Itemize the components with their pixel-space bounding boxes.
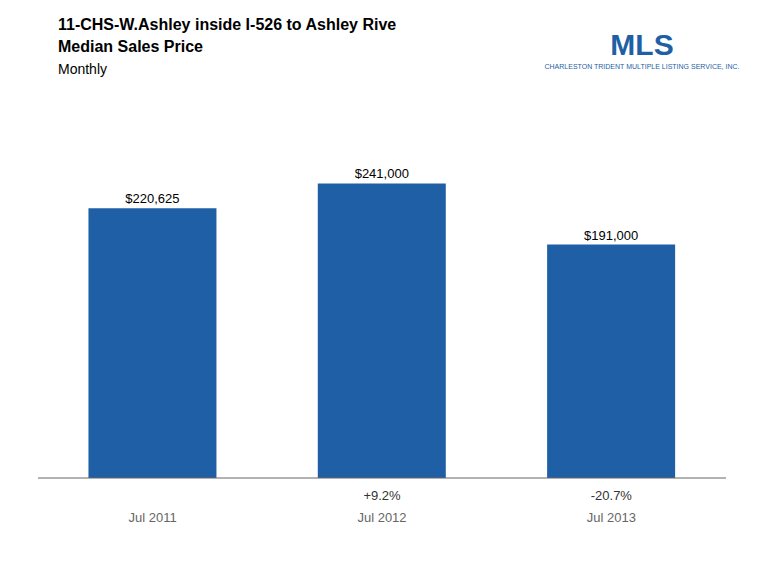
html-text:11-CHS-W.Ashley inside I-526 t: 11-CHS-W.Ashley inside I-526 to Ashley R… bbox=[58, 16, 397, 33]
svg-text:Jul 2012: Jul 2012 bbox=[357, 510, 406, 525]
html-text:CHARLESTON TRIDENT MULTIPLE LI: CHARLESTON TRIDENT MULTIPLE LISTING SERV… bbox=[544, 63, 740, 70]
svg-text:$191,000: $191,000 bbox=[584, 228, 638, 243]
svg-text:Jul 2011: Jul 2011 bbox=[129, 510, 177, 525]
html-text:Monthly: Monthly bbox=[58, 61, 107, 77]
html-text:Median Sales Price: Median Sales Price bbox=[58, 38, 203, 55]
svg-text:Jul 2013: Jul 2013 bbox=[587, 510, 636, 525]
svg-text:$220,625: $220,625 bbox=[125, 191, 179, 206]
svg-text:+9.2%: +9.2% bbox=[363, 488, 401, 503]
svg-text:-20.7%: -20.7% bbox=[591, 488, 633, 503]
svg-text:$241,000: $241,000 bbox=[355, 166, 409, 181]
html-text:MLS: MLS bbox=[610, 28, 674, 61]
